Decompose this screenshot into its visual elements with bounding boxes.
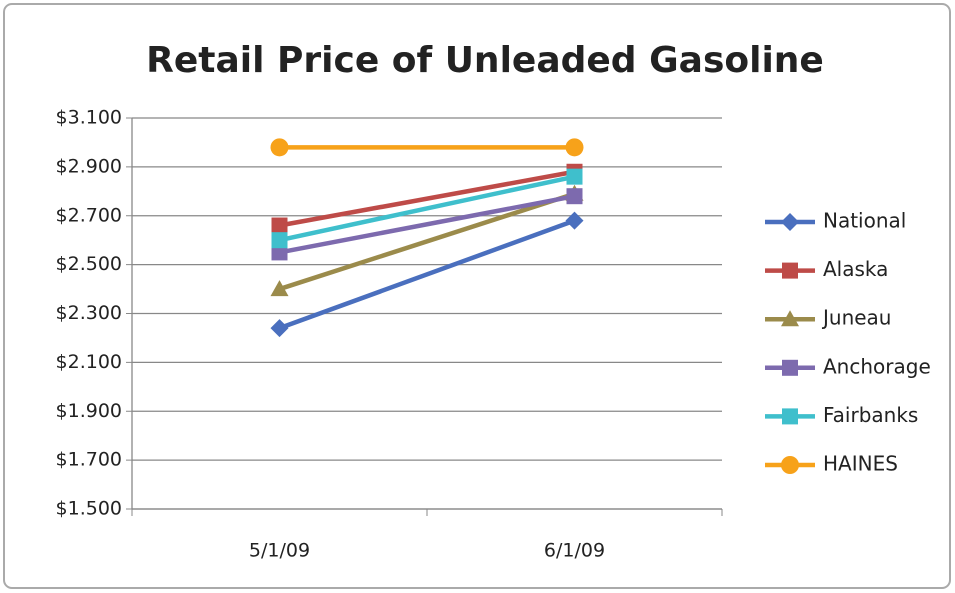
legend-label: Fairbanks [823, 403, 918, 427]
point [270, 319, 289, 338]
point [565, 211, 584, 230]
y-tick-label: $2.700 [56, 204, 122, 226]
series-line [279, 193, 575, 255]
series-line [279, 169, 575, 228]
y-tick-label: $2.900 [56, 155, 122, 177]
x-tick-label: 6/1/09 [544, 540, 605, 562]
legend-marker [781, 310, 799, 327]
legend-label: Alaska [823, 257, 888, 281]
chart-border [3, 3, 951, 589]
y-tick-label: $2.300 [56, 302, 122, 324]
legend-label: Anchorage [823, 354, 931, 378]
point [270, 138, 289, 157]
point [566, 168, 583, 185]
legend-marker [781, 213, 799, 231]
legend-marker [782, 262, 798, 279]
y-tick-label: $3.100 [56, 107, 122, 129]
series-line [278, 218, 576, 331]
chart-title: Retail Price of Unleaded Gasoline [146, 40, 824, 81]
point [271, 217, 288, 234]
y-tick-label: $2.100 [56, 351, 122, 373]
legend-label: HAINES [823, 452, 898, 476]
point [270, 280, 289, 297]
y-tick-label: $1.500 [56, 498, 122, 520]
point [271, 244, 288, 261]
point [271, 232, 288, 249]
legend-marker [782, 359, 798, 376]
legend-label: Juneau [821, 306, 892, 330]
point [565, 138, 584, 157]
y-tick-label: $1.900 [56, 400, 122, 422]
series-line [278, 191, 576, 292]
series-line [279, 174, 575, 243]
legend-marker [781, 456, 799, 474]
legend-label: National [823, 209, 906, 233]
x-tick-label: 5/1/09 [249, 540, 310, 562]
point [566, 188, 583, 205]
y-tick-label: $2.500 [56, 253, 122, 275]
legend-marker [782, 408, 798, 425]
y-tick-label: $1.700 [56, 449, 122, 471]
